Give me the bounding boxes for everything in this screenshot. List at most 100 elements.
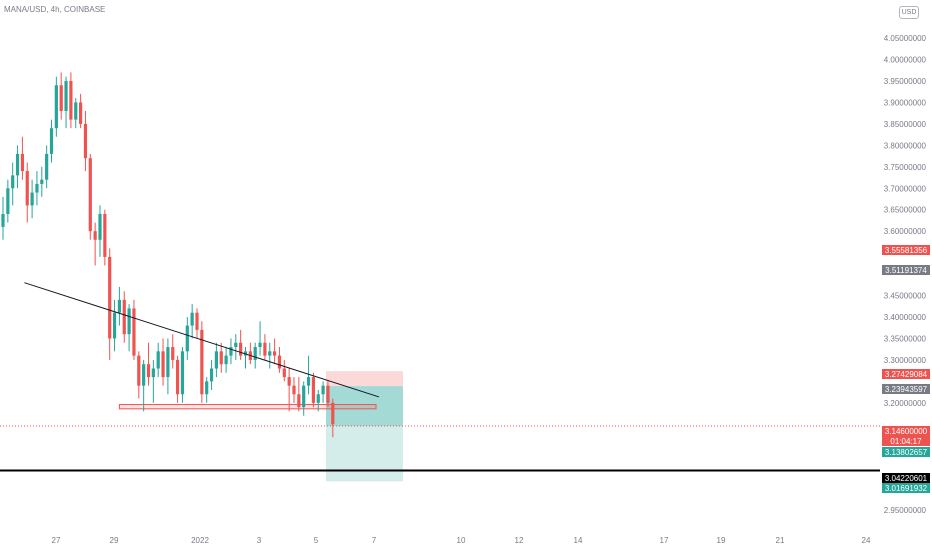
candle-body (200, 329, 204, 395)
y-tick-label: 3.95000000 (884, 77, 927, 86)
candle-body (253, 347, 257, 360)
price-axis[interactable]: 4.05000000 4.00000000 3.95000000 3.90000000… (884, 34, 927, 515)
x-tick-label: 5 (314, 536, 319, 545)
price-tag-box (882, 245, 930, 255)
candle (79, 93, 83, 129)
candle (40, 166, 44, 197)
price-tag-label: 3.51191374 (885, 266, 927, 275)
y-tick-label: 3.45000000 (884, 292, 927, 301)
candle-body (190, 312, 194, 326)
candle (316, 389, 320, 412)
candle (45, 145, 49, 189)
x-tick-label: 19 (717, 536, 726, 545)
price-tag: 3.23943597 (882, 384, 930, 394)
candle (127, 304, 131, 352)
candle (297, 377, 301, 412)
x-tick-label: 17 (660, 536, 669, 545)
price-tag: 3.55581356 (882, 245, 930, 255)
price-tag: 3.04220601 (882, 473, 930, 483)
candle-body (302, 385, 306, 408)
price-tag: 3.01691932 (882, 483, 930, 493)
candle-body (132, 308, 136, 356)
chart-background (0, 0, 880, 530)
support-zone-rectangle (118, 404, 377, 410)
price-tag: 3.13802657 (882, 447, 930, 457)
candle (258, 321, 262, 356)
candle (287, 368, 291, 412)
candle-body (30, 192, 34, 206)
price-tag-label: 3.04220601 (885, 474, 928, 483)
candle-body (142, 364, 146, 386)
x-tick-label: 21 (776, 536, 785, 545)
candle-body (180, 351, 185, 395)
candle-body (195, 312, 199, 330)
candle (282, 359, 286, 382)
descending-trendline[interactable] (24, 282, 380, 398)
candle (112, 299, 117, 352)
stop-loss-zone (325, 371, 403, 387)
candle (6, 179, 10, 223)
candle (83, 111, 88, 172)
candle-body (205, 381, 209, 395)
candle-body (117, 299, 121, 313)
candle-body (214, 351, 218, 369)
candle-body (326, 385, 330, 403)
price-tag: 3.14600000 (882, 426, 930, 436)
currency-badge[interactable]: USD (899, 6, 919, 19)
candle (1, 196, 5, 240)
candle (321, 381, 325, 403)
candle-body (112, 312, 117, 339)
price-tag-box (882, 483, 930, 493)
price-tag-box (882, 426, 930, 436)
time-axis[interactable]: 27 29 2022 3 5 7 10 12 14 17 19 21 24 (52, 536, 871, 545)
candles-group (1, 72, 335, 438)
price-tag-box (882, 369, 930, 379)
candle-body (40, 179, 44, 184)
candle-body (321, 385, 325, 395)
candle (54, 76, 58, 137)
x-tick-label: 24 (862, 536, 871, 545)
candle (142, 359, 146, 412)
price-tag: 3.27429084 (882, 369, 930, 379)
y-tick-label: 3.35000000 (884, 334, 927, 343)
candle (253, 342, 257, 369)
candle-body (176, 359, 180, 395)
candle-body (219, 351, 223, 365)
candle (25, 162, 29, 223)
candle (49, 119, 54, 163)
candle-body (306, 377, 311, 386)
candle (180, 347, 185, 403)
price-tag-label: 01:04:17 (890, 437, 922, 446)
candle-body (79, 102, 83, 124)
candle-body (311, 377, 315, 403)
y-tick-label: 3.70000000 (884, 184, 927, 193)
candle (132, 299, 136, 360)
price-tag: 3.51191374 (882, 265, 930, 275)
candle-body (103, 214, 107, 257)
y-tick-label: 4.00000000 (884, 56, 927, 65)
candle (292, 377, 296, 403)
candle-body (273, 351, 277, 356)
candle-body (209, 368, 214, 382)
y-tick-label: 2.95000000 (884, 506, 927, 515)
candle-body (35, 183, 39, 193)
candle-body (59, 85, 63, 111)
candle (93, 222, 97, 266)
candle (326, 381, 330, 408)
candle (311, 372, 315, 408)
candle (69, 72, 73, 129)
candle-body (331, 402, 335, 425)
candle-body (166, 347, 170, 378)
candle-body (287, 377, 291, 386)
price-tag-box (882, 447, 930, 457)
candle (219, 342, 223, 373)
x-tick-label: 27 (52, 536, 61, 545)
candle (11, 162, 15, 206)
price-tag-box (882, 265, 930, 275)
price-tag-box (882, 436, 930, 446)
candle (35, 171, 39, 206)
candle-body (282, 368, 286, 378)
candle-body (316, 394, 320, 403)
candle (74, 98, 78, 129)
